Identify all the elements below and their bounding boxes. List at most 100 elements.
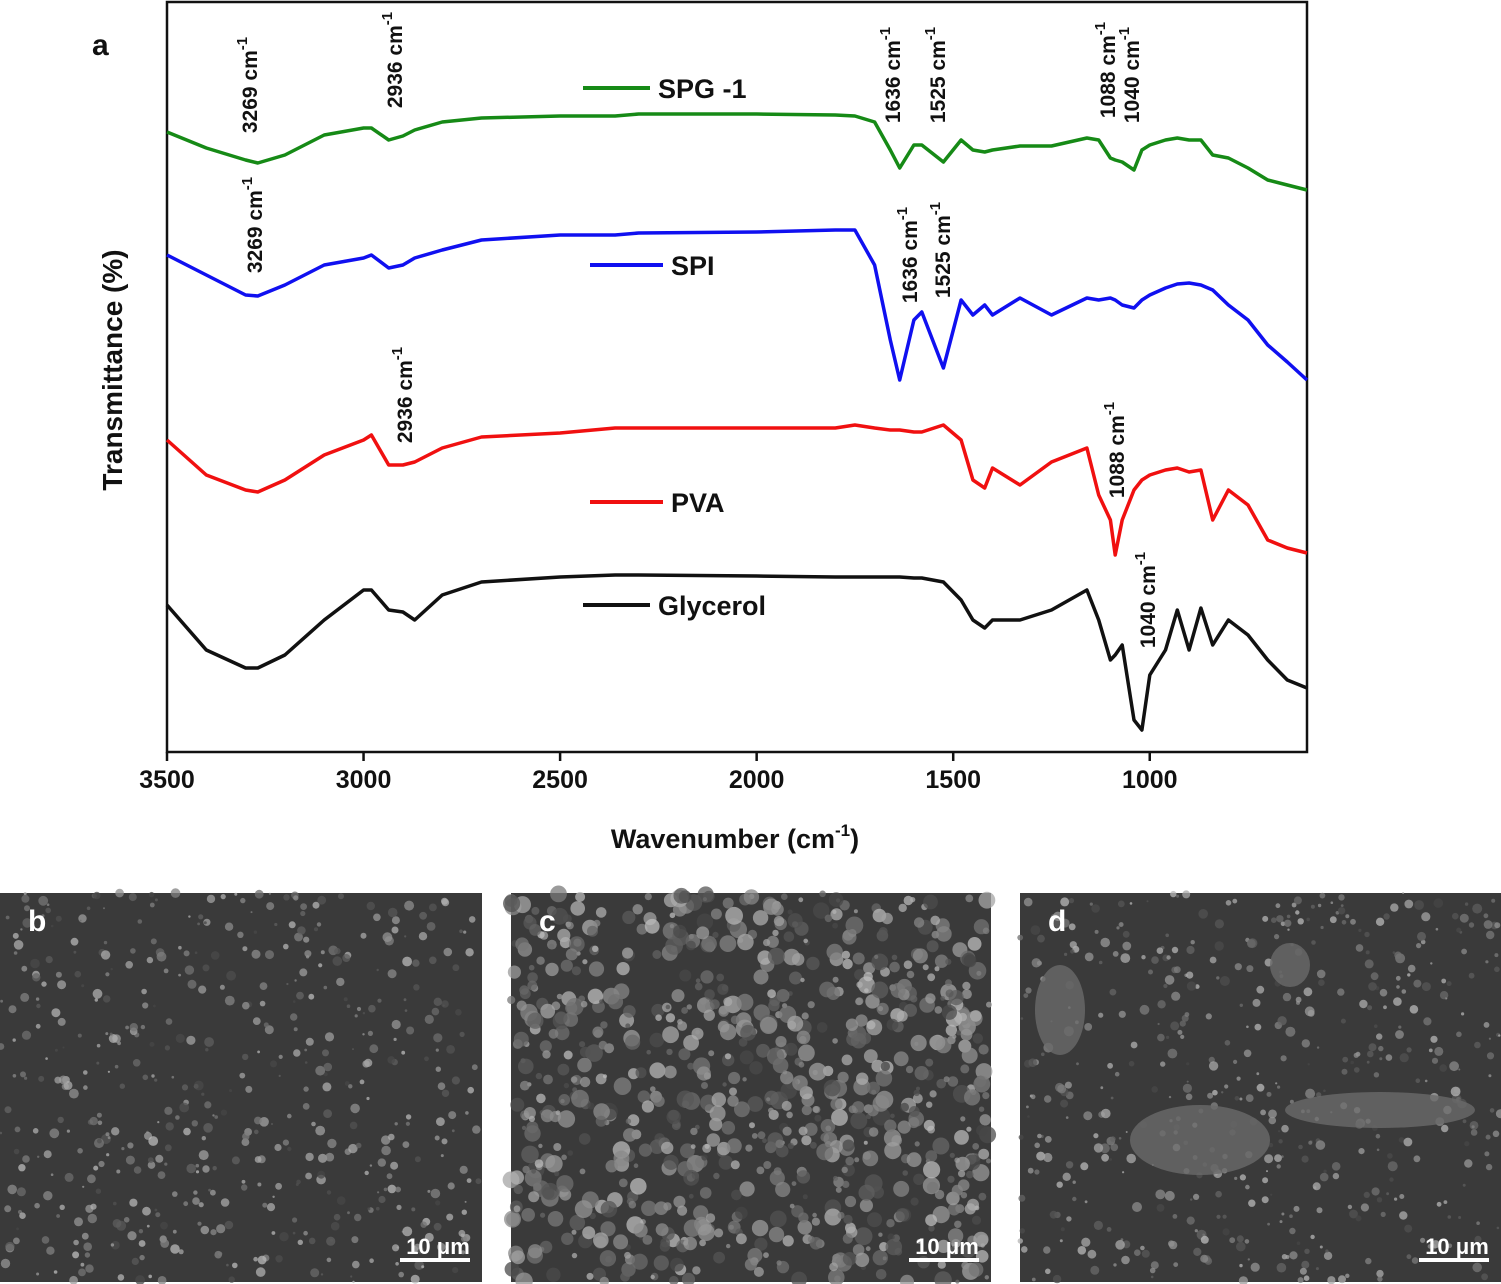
sem-particle — [789, 971, 802, 985]
sem-particle — [1093, 1133, 1099, 1139]
sem-particle — [1355, 944, 1364, 952]
sem-particle — [257, 1182, 262, 1187]
sem-particle — [780, 1071, 794, 1085]
sem-particle — [1165, 933, 1169, 938]
sem-particle — [1091, 904, 1100, 913]
sem-particle — [644, 918, 660, 934]
sem-particle — [292, 1231, 296, 1235]
sem-particle — [1070, 949, 1075, 954]
sem-particle — [871, 1059, 884, 1073]
sem-particle — [1244, 1239, 1250, 1244]
sem-particle — [955, 1156, 970, 1172]
sem-particle — [816, 1022, 828, 1033]
sem-particle — [344, 1081, 350, 1086]
sem-particle — [404, 1009, 408, 1012]
sem-particle — [293, 1049, 301, 1057]
sem-particle — [855, 997, 863, 1006]
sem-particle — [1376, 1148, 1380, 1152]
sem-particle — [117, 1041, 121, 1046]
sem-particle — [1087, 1249, 1097, 1259]
sem-particle — [519, 985, 529, 995]
sem-particle — [798, 1126, 808, 1136]
sem-particle — [81, 1232, 89, 1240]
sem-particle — [863, 1140, 868, 1145]
sem-particle — [593, 919, 601, 927]
sem-particle — [73, 1239, 79, 1246]
sem-particle — [1404, 1224, 1413, 1233]
sem-particle — [1276, 1262, 1287, 1273]
sem-particle — [83, 1070, 88, 1075]
sem-particle — [1254, 1023, 1262, 1031]
sem-particle — [504, 1261, 520, 1277]
sem-particle — [1461, 1012, 1465, 1016]
sem-particle — [1151, 1086, 1158, 1093]
sem-particle — [1207, 1092, 1214, 1099]
sem-particle — [1224, 1084, 1229, 1089]
sem-particle — [436, 1117, 445, 1126]
sem-particle — [1126, 1153, 1136, 1164]
sem-particle — [1222, 1228, 1230, 1236]
peak-annotation: 1636 cm-1 — [894, 207, 922, 303]
sem-particle — [528, 964, 535, 971]
sem-particle — [914, 1066, 929, 1081]
sem-particle — [1430, 962, 1433, 965]
sem-particle — [1118, 1137, 1122, 1140]
sem-particle — [828, 1269, 845, 1284]
sem-particle — [842, 958, 853, 970]
sem-particle — [305, 1037, 314, 1046]
sem-particle — [1323, 1089, 1326, 1093]
sem-particle — [871, 953, 889, 971]
sem-particle — [12, 1074, 17, 1078]
sem-particle — [195, 1170, 200, 1174]
sem-particle — [710, 908, 722, 920]
sem-particle — [352, 1048, 354, 1051]
peak-annotation: 3269 cm-1 — [239, 177, 267, 273]
sem-particle — [455, 1009, 462, 1016]
sem-particle — [1375, 1133, 1381, 1139]
sem-particle — [724, 1053, 732, 1060]
sem-particle — [736, 1233, 747, 1245]
sem-particle — [414, 1156, 421, 1163]
sem-particle — [1069, 941, 1077, 949]
sem-particle — [588, 961, 605, 977]
sem-particle — [550, 885, 567, 903]
sem-particle — [701, 1154, 708, 1161]
sem-particle — [171, 1075, 175, 1079]
sem-particle — [560, 1098, 565, 1104]
sem-particle — [352, 1260, 360, 1269]
sem-particle — [875, 1070, 893, 1087]
sem-particle — [388, 1133, 395, 1141]
sem-particle — [1090, 1265, 1100, 1275]
sem-particle — [1170, 890, 1177, 898]
sem-particle — [198, 1202, 204, 1208]
sem-particle — [1027, 1115, 1030, 1118]
sem-particle — [1068, 923, 1076, 931]
sem-particle — [1060, 897, 1070, 907]
sem-particle — [598, 1040, 608, 1050]
sem-particle — [1337, 988, 1345, 996]
sem-particle — [116, 1169, 121, 1174]
sem-particle — [89, 1116, 98, 1126]
sem-particle — [427, 1189, 431, 1193]
sem-particle — [854, 1252, 870, 1268]
sem-particle — [352, 1280, 355, 1284]
sem-particle — [21, 894, 30, 903]
sem-particle — [890, 983, 906, 998]
sem-particle — [660, 1237, 671, 1248]
sem-particle — [1281, 1124, 1289, 1133]
sem-particle — [308, 1237, 316, 1245]
sem-particle — [1417, 931, 1426, 941]
sem-particle — [1268, 1116, 1277, 1125]
legend-label: PVA — [671, 488, 725, 518]
sem-particle — [1439, 991, 1449, 1000]
sem-particle — [731, 1189, 742, 1201]
sem-particle — [1436, 1201, 1442, 1207]
sem-particle — [18, 1164, 26, 1172]
sem-particle — [86, 906, 91, 911]
sem-particle — [941, 1004, 958, 1020]
sem-particle — [646, 1049, 651, 1055]
sem-particle — [579, 1168, 586, 1175]
sem-particle — [845, 916, 864, 935]
x-tick-label: 3500 — [139, 766, 195, 794]
sem-particle — [669, 912, 676, 919]
